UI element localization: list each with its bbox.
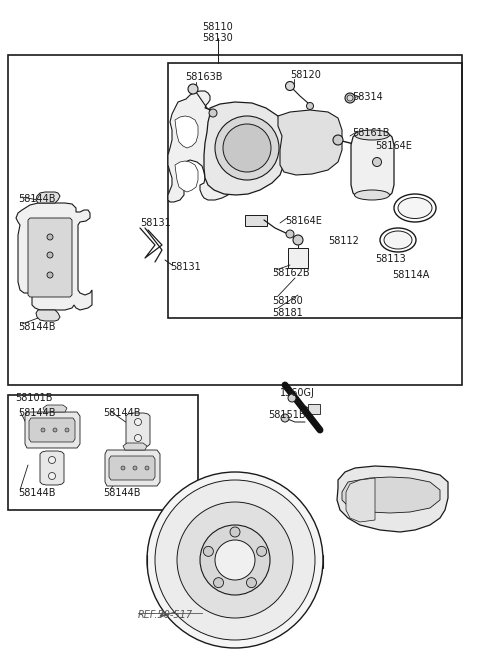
Circle shape xyxy=(215,540,255,580)
Text: 58144B: 58144B xyxy=(103,408,141,418)
Text: 1360GJ: 1360GJ xyxy=(280,388,315,398)
Text: 58164E: 58164E xyxy=(375,141,412,151)
Circle shape xyxy=(133,466,137,470)
Bar xyxy=(168,63,462,318)
Circle shape xyxy=(200,525,270,595)
Polygon shape xyxy=(25,412,80,448)
Circle shape xyxy=(47,272,53,278)
Circle shape xyxy=(155,480,315,640)
Polygon shape xyxy=(346,478,375,522)
Circle shape xyxy=(147,472,323,648)
Bar xyxy=(354,140,391,190)
Text: 58131: 58131 xyxy=(140,218,171,228)
Circle shape xyxy=(121,466,125,470)
Circle shape xyxy=(345,93,355,103)
Circle shape xyxy=(145,466,149,470)
Bar xyxy=(308,404,320,414)
Bar xyxy=(245,215,267,226)
Ellipse shape xyxy=(355,190,389,200)
Text: 58162B: 58162B xyxy=(272,268,310,278)
Circle shape xyxy=(48,456,56,464)
Text: 58131: 58131 xyxy=(170,262,201,272)
Text: 58181: 58181 xyxy=(272,308,303,318)
Text: 58130: 58130 xyxy=(203,33,233,43)
Circle shape xyxy=(53,428,57,432)
Text: 58120: 58120 xyxy=(290,70,321,80)
Polygon shape xyxy=(36,192,60,203)
Bar xyxy=(288,248,308,268)
Polygon shape xyxy=(43,405,67,412)
Polygon shape xyxy=(337,466,448,532)
Circle shape xyxy=(286,81,295,91)
Text: 58114A: 58114A xyxy=(392,270,430,280)
Polygon shape xyxy=(175,161,198,192)
Circle shape xyxy=(293,235,303,245)
Text: 58314: 58314 xyxy=(352,92,383,102)
Circle shape xyxy=(372,157,382,167)
Polygon shape xyxy=(105,450,160,486)
Text: 58144B: 58144B xyxy=(18,488,56,498)
Circle shape xyxy=(288,394,296,402)
Text: 58144B: 58144B xyxy=(18,408,56,418)
Circle shape xyxy=(48,472,56,480)
Circle shape xyxy=(347,95,353,101)
Circle shape xyxy=(281,414,289,422)
Circle shape xyxy=(257,546,266,556)
Circle shape xyxy=(230,527,240,537)
Polygon shape xyxy=(204,102,286,195)
Polygon shape xyxy=(109,456,155,480)
Ellipse shape xyxy=(355,130,389,140)
Text: 58144B: 58144B xyxy=(18,194,56,204)
Polygon shape xyxy=(168,91,233,202)
Circle shape xyxy=(286,230,294,238)
Circle shape xyxy=(333,135,343,145)
Text: 58180: 58180 xyxy=(272,296,303,306)
Text: 58144B: 58144B xyxy=(103,488,141,498)
Text: 58163B: 58163B xyxy=(185,72,223,82)
Text: 58112: 58112 xyxy=(328,236,359,246)
Text: 58113: 58113 xyxy=(375,254,406,264)
Polygon shape xyxy=(351,135,394,195)
Circle shape xyxy=(188,84,198,94)
Circle shape xyxy=(209,109,217,117)
Ellipse shape xyxy=(384,231,412,249)
Circle shape xyxy=(214,578,224,588)
Polygon shape xyxy=(123,443,147,450)
Circle shape xyxy=(47,234,53,240)
Polygon shape xyxy=(278,110,342,175)
Circle shape xyxy=(41,428,45,432)
Circle shape xyxy=(204,546,214,556)
Circle shape xyxy=(246,578,256,588)
Text: 58164E: 58164E xyxy=(285,216,322,226)
Circle shape xyxy=(47,252,53,258)
Bar xyxy=(360,138,390,153)
Circle shape xyxy=(215,116,279,180)
Polygon shape xyxy=(175,116,198,148)
Circle shape xyxy=(134,434,142,442)
Polygon shape xyxy=(29,418,75,442)
Text: 58151B: 58151B xyxy=(268,410,306,420)
Text: 58161B: 58161B xyxy=(352,128,389,138)
Circle shape xyxy=(134,418,142,426)
Polygon shape xyxy=(36,310,60,321)
Text: 58144B: 58144B xyxy=(18,322,56,332)
Text: REF.50-517: REF.50-517 xyxy=(138,610,193,620)
Polygon shape xyxy=(28,218,72,297)
Polygon shape xyxy=(342,477,440,513)
Polygon shape xyxy=(126,413,150,447)
Text: 58101B: 58101B xyxy=(15,393,52,403)
Circle shape xyxy=(307,103,313,109)
Text: 58110: 58110 xyxy=(203,22,233,32)
Circle shape xyxy=(177,502,293,618)
Circle shape xyxy=(223,124,271,172)
Polygon shape xyxy=(16,203,92,310)
Bar xyxy=(8,395,198,510)
Ellipse shape xyxy=(398,197,432,219)
Bar xyxy=(8,55,462,385)
Polygon shape xyxy=(40,451,64,485)
Circle shape xyxy=(65,428,69,432)
